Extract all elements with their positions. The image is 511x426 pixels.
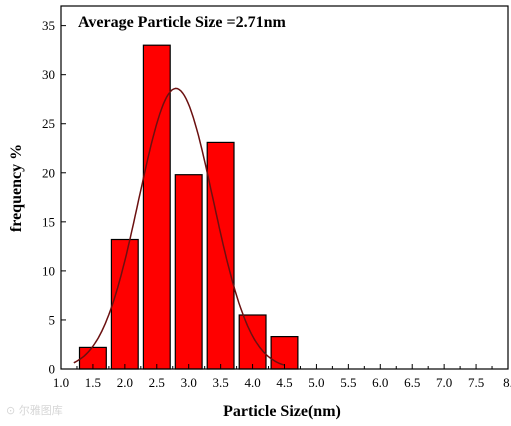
watermark: ⊙ 尔雅图库 — [6, 404, 63, 417]
bars — [78, 44, 299, 370]
y-tick-label: 30 — [42, 67, 55, 82]
x-tick-label: 5.5 — [340, 375, 356, 390]
x-tick-label: 6.0 — [372, 375, 388, 390]
average-size-annotation: Average Particle Size =2.71nm — [78, 14, 287, 31]
histogram-bar-4 — [174, 174, 203, 370]
x-tick-label: 3.0 — [181, 375, 197, 390]
y-tick-label: 5 — [49, 312, 56, 327]
x-tick-label: 4.0 — [244, 375, 260, 390]
histogram-bar-6 — [238, 314, 267, 370]
y-tick-label: 25 — [42, 116, 55, 131]
x-axis-ticks: 1.0 1.5 2.0 2.5 3.0 3.5 4.0 4.5 5.0 5.5 6.0 6.5 7.0 7… — [53, 364, 511, 390]
x-tick-label: 4.5 — [276, 375, 292, 390]
x-tick-label: 2.0 — [117, 375, 133, 390]
x-tick-label: 1.0 — [53, 375, 69, 390]
y-axis-ticks: 0 5 10 15 20 25 30 35 — [42, 18, 66, 377]
gaussian-fit-curve — [73, 87, 285, 366]
x-tick-label: 2.5 — [149, 375, 165, 390]
x-tick-label: 7.5 — [468, 375, 484, 390]
histogram-bar-7 — [270, 336, 299, 370]
histogram-bar-3 — [142, 44, 171, 370]
x-tick-label: 8. — [503, 375, 511, 390]
x-tick-label: 5.0 — [308, 375, 324, 390]
x-tick-label: 1.5 — [85, 375, 101, 390]
x-tick-label: 3.5 — [213, 375, 229, 390]
x-tick-label: 7.0 — [436, 375, 452, 390]
y-tick-label: 0 — [49, 362, 56, 377]
y-tick-label: 10 — [42, 263, 55, 278]
y-tick-label: 15 — [42, 214, 55, 229]
y-tick-label: 20 — [42, 165, 55, 180]
x-tick-label: 6.5 — [404, 375, 420, 390]
y-tick-label: 35 — [42, 18, 55, 33]
y-axis-label: frequency % — [8, 144, 25, 232]
histogram-bar-5 — [206, 141, 235, 370]
x-axis-label: Particle Size(nm) — [223, 403, 341, 420]
